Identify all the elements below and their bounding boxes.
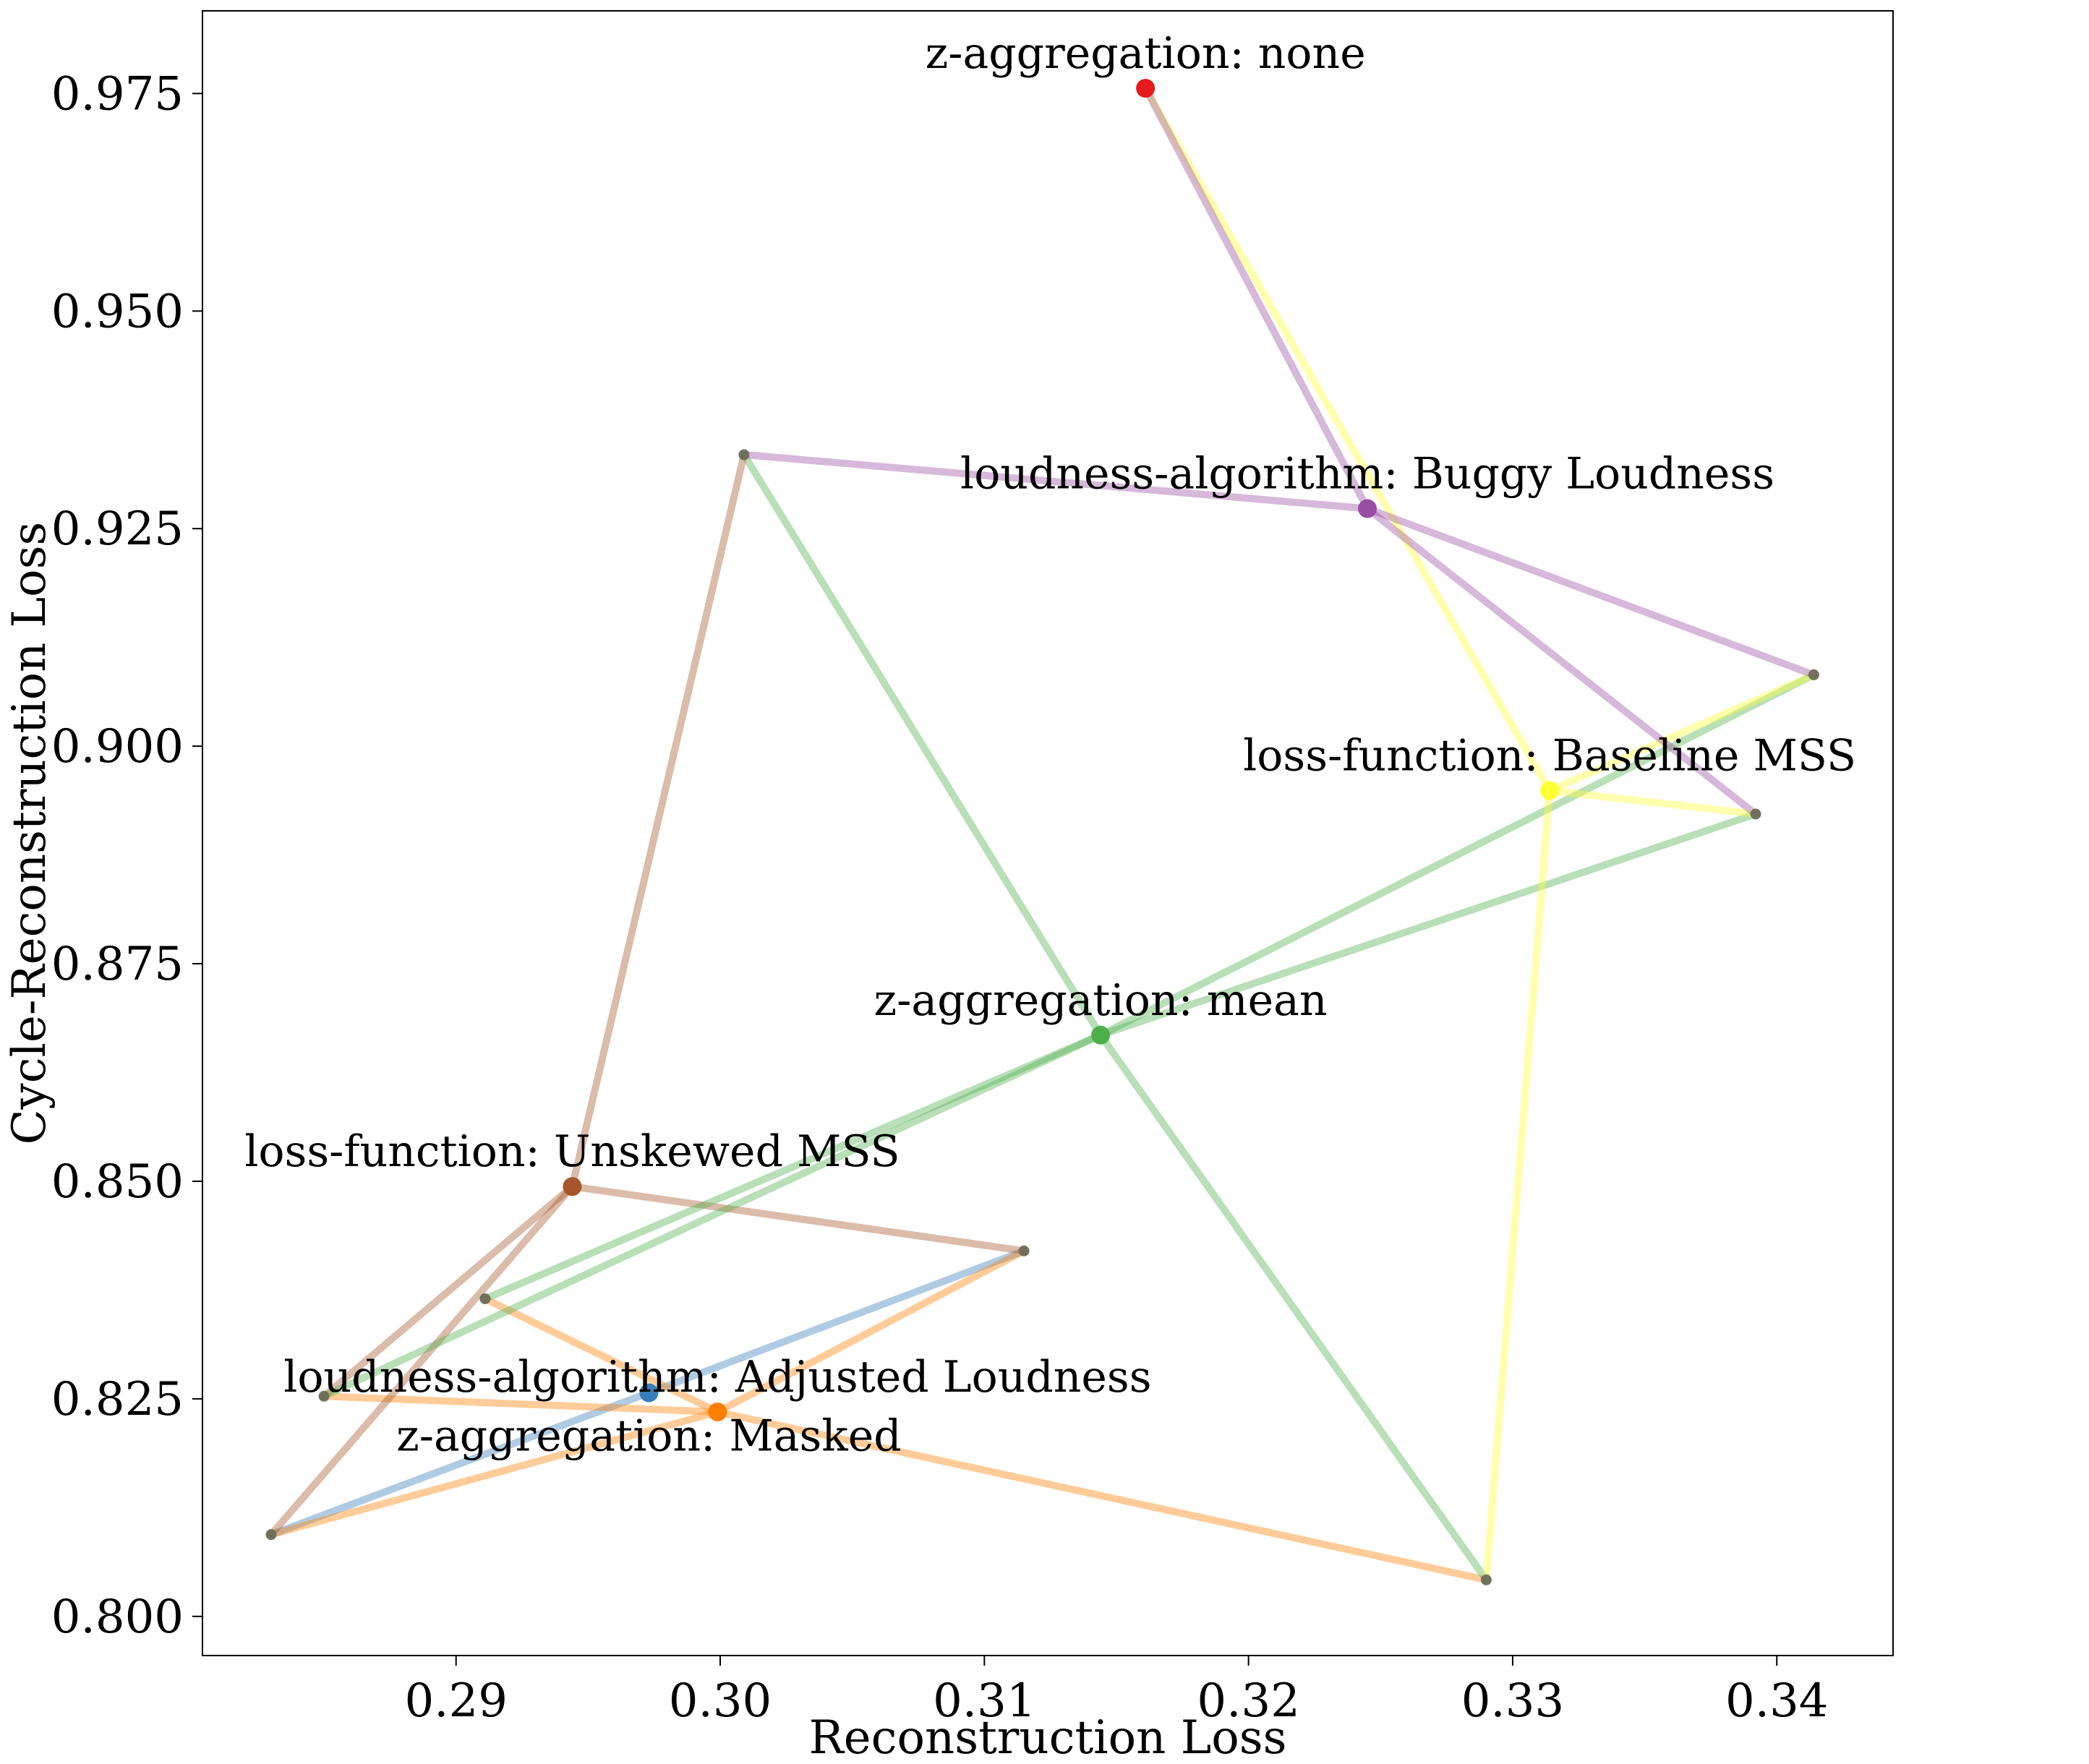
highlighted-point-4: [1540, 781, 1560, 800]
connection-line-1-4: [714, 1408, 1490, 1584]
connection-line-3-4: [1097, 810, 1760, 1039]
connection-line-1-2: [481, 1295, 722, 1416]
highlighted-point-0: [639, 1383, 659, 1403]
connection-line-1-1: [320, 1392, 722, 1416]
connection-line-2-3: [568, 1183, 1028, 1255]
small-point-2: [479, 1293, 491, 1304]
connection-line-0-1: [645, 1247, 1028, 1397]
y-tick-label-5: 0.925: [51, 502, 184, 556]
x-tick-label-3: 0.32: [1197, 1674, 1300, 1728]
highlighted-point-6: [1136, 79, 1155, 98]
highlighted-points: [563, 79, 1560, 1421]
y-tick-label-4: 0.900: [51, 720, 184, 774]
point-label-2: loss-function: Unskewed MSS: [244, 1126, 900, 1177]
connection-lines: [267, 85, 1818, 1584]
connection-line-2-1: [320, 1183, 576, 1400]
connection-line-5-3: [1364, 505, 1760, 818]
connection-line-3-5: [1097, 671, 1818, 1039]
connection-line-2-2: [568, 450, 748, 1191]
y-axis-title: Cycle-Reconstruction Loss: [3, 522, 56, 1145]
y-tick-label-1: 0.825: [51, 1373, 184, 1426]
connection-line-5-2: [1364, 505, 1818, 679]
small-point-7: [1808, 669, 1819, 680]
highlighted-point-2: [563, 1177, 582, 1196]
point-label-5: loudness-algorithm: Buggy Loudness: [960, 449, 1774, 500]
connection-line-4-1: [1482, 787, 1554, 1584]
x-tick-label-0: 0.29: [404, 1674, 508, 1728]
connection-line-3-0: [320, 1031, 1105, 1400]
connection-line-1-0: [267, 1408, 722, 1538]
x-axis-ticks: 0.29 0.30 0.31 0.32 0.33 0.34: [404, 1656, 1829, 1728]
y-tick-label-0: 0.800: [51, 1590, 184, 1644]
small-point-4: [1018, 1245, 1030, 1256]
y-tick-label-3: 0.875: [51, 938, 184, 991]
x-tick-label-5: 0.34: [1725, 1674, 1829, 1728]
connection-line-4-2: [1546, 787, 1760, 818]
y-tick-label-6: 0.950: [51, 285, 184, 338]
connection-line-3-2: [740, 450, 1105, 1039]
highlighted-point-3: [1091, 1025, 1111, 1045]
connection-line-3-1: [481, 1031, 1105, 1303]
point-label-3: z-aggregation: mean: [874, 975, 1328, 1026]
x-tick-label-4: 0.33: [1461, 1674, 1565, 1728]
y-tick-label-2: 0.850: [51, 1155, 184, 1209]
connection-line-3-3: [1097, 1031, 1490, 1584]
small-point-0: [265, 1529, 277, 1541]
plot-frame: [202, 10, 1894, 1656]
x-tick-label-2: 0.31: [933, 1674, 1036, 1728]
connection-line-1-3: [714, 1247, 1028, 1416]
highlighted-point-5: [1358, 499, 1377, 518]
highlighted-point-1: [708, 1402, 727, 1421]
y-tick-label-7: 0.975: [51, 67, 184, 121]
x-axis-title: Reconstruction Loss: [809, 1711, 1287, 1764]
small-point-1: [318, 1390, 330, 1402]
point-label-0: z-aggregation: Masked: [396, 1410, 901, 1461]
x-tick-label-1: 0.30: [669, 1674, 772, 1728]
connection-line-5-0: [1142, 85, 1372, 513]
small-point-5: [1480, 1574, 1492, 1585]
small-point-3: [738, 449, 750, 461]
point-label-6: z-aggregation: none: [926, 28, 1366, 79]
connection-line-2-0: [267, 1183, 576, 1538]
connection-line-0-0: [267, 1389, 653, 1538]
connection-line-4-0: [1142, 85, 1554, 795]
point-label-4: loss-function: Baseline MSS: [1243, 731, 1856, 782]
point-labels: z-aggregation: Masked loudness-algorithm:…: [244, 28, 1856, 1461]
connection-line-5-1: [740, 450, 1372, 513]
point-label-1: loudness-algorithm: Adjusted Loudness: [283, 1352, 1151, 1403]
small-point-6: [1750, 808, 1761, 820]
small-points: [265, 449, 1819, 1585]
y-axis-ticks: 0.800 0.825 0.850 0.875 0.900 0.925 0.950 0.975: [51, 67, 202, 1644]
connection-line-4-3: [1546, 671, 1818, 795]
